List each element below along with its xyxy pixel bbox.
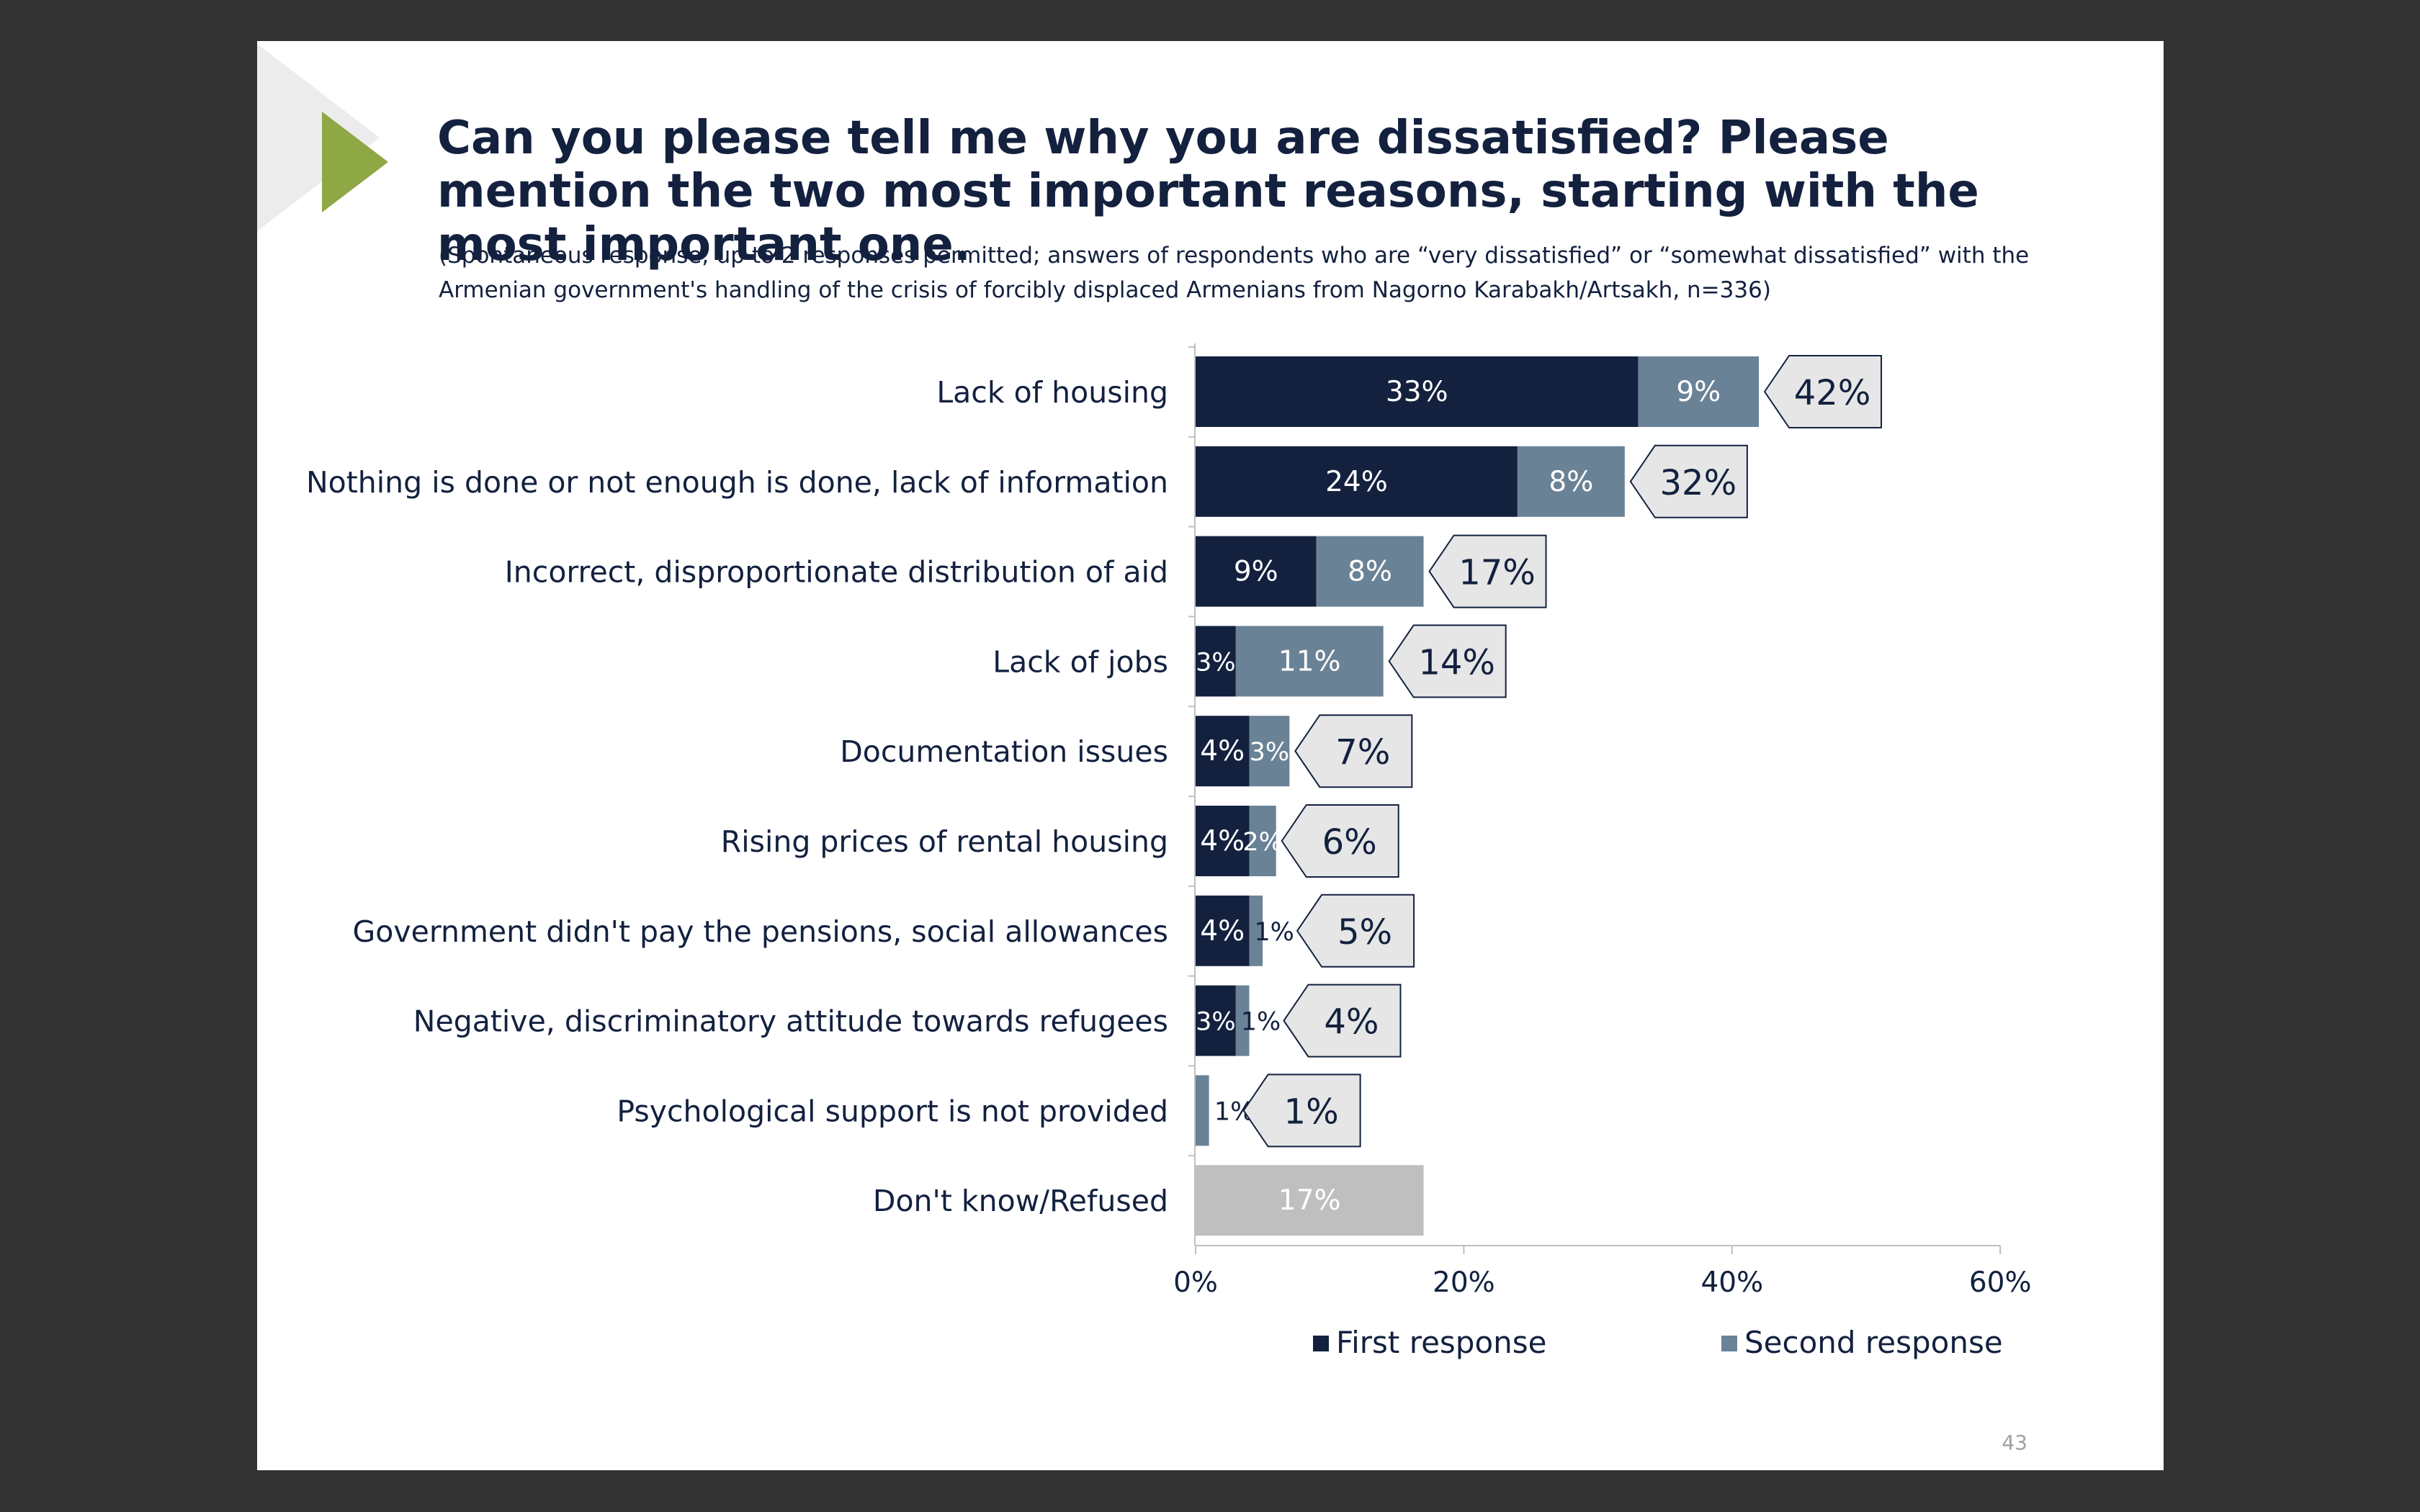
category-label: Rising prices of rental housing: [721, 824, 1168, 859]
x-tick-label: 60%: [1969, 1266, 2032, 1299]
bar-first-response: [1196, 536, 1317, 607]
bar-second-response: [1235, 626, 1384, 697]
bar-label-first-response: 4%: [1200, 915, 1245, 948]
total-callout: [1629, 444, 1748, 518]
bar-label-second-response: 8%: [1348, 556, 1392, 588]
bar-label-first-response: 4%: [1200, 825, 1245, 858]
slide-subtitle: (Spontaneous response; up to 2 responses…: [439, 243, 2030, 303]
total-label: 5%: [1337, 912, 1392, 953]
total-callout: [1294, 714, 1413, 788]
total-label: 32%: [1659, 463, 1736, 503]
bar-label-first-response: 3%: [1196, 1008, 1236, 1037]
total-callout: [1242, 1074, 1361, 1148]
bar-dont-know: [1196, 1165, 1424, 1236]
bar-label-first-response: 4%: [1200, 735, 1245, 768]
bar-label-second-response: 9%: [1676, 376, 1721, 408]
total-callout: [1763, 355, 1883, 428]
bar-second-response: [1196, 1075, 1209, 1146]
total-callout: [1388, 624, 1507, 698]
x-tick-label: 0%: [1173, 1266, 1218, 1299]
bar-second-response: [1249, 806, 1276, 876]
bar-label-first-response: 33%: [1386, 376, 1448, 408]
bar-first-response: [1196, 985, 1236, 1056]
category-label: Lack of jobs: [992, 644, 1168, 679]
x-tick-label: 40%: [1700, 1266, 1763, 1299]
bar-label-second-response: 1%: [1241, 1008, 1281, 1037]
total-callout: [1296, 894, 1415, 968]
slide-title: Can you please tell me why you are dissa…: [437, 112, 1979, 271]
legend-swatch: [1721, 1336, 1737, 1351]
category-label: Incorrect, disproportionate distribution…: [505, 555, 1168, 590]
bar-second-response: [1249, 895, 1263, 966]
total-label: 42%: [1794, 373, 1871, 413]
bar-label-second-response: 11%: [1278, 645, 1341, 678]
legend-swatch: [1313, 1336, 1329, 1351]
total-label: 14%: [1418, 642, 1495, 683]
bar-label-first-response: 9%: [1234, 556, 1278, 588]
bar-label-second-response: 8%: [1549, 466, 1593, 498]
bar-label-second-response: 2%: [1242, 828, 1283, 857]
bar-second-response: [1249, 716, 1290, 787]
category-label: Nothing is done or not enough is done, l…: [306, 465, 1168, 500]
page-number: 43: [2002, 1431, 2027, 1454]
bar-first-response: [1196, 626, 1236, 697]
x-tick-label: 20%: [1433, 1266, 1495, 1299]
slide: Can you please tell me why you are dissa…: [257, 41, 2164, 1470]
bar-first-response: [1196, 356, 1639, 427]
bar-first-response: [1196, 895, 1250, 966]
total-callout: [1428, 534, 1547, 608]
chart: Lack of housing 33% 9% 42% Nothing is done o…: [306, 343, 2032, 1360]
bar-first-response: [1196, 446, 1518, 517]
bar-label-second-response: 1%: [1254, 918, 1294, 947]
total-label: 1%: [1284, 1092, 1339, 1132]
bar-second-response: [1638, 356, 1760, 427]
bar-label-second-response: 3%: [1250, 738, 1290, 767]
total-callout: [1281, 804, 1399, 878]
bar-second-response: [1517, 446, 1625, 517]
bar-label-first-response: 3%: [1196, 648, 1236, 677]
total-callout: [1283, 984, 1402, 1058]
total-label: 4%: [1324, 1002, 1379, 1043]
category-label: Lack of housing: [936, 375, 1168, 410]
bar-second-response: [1316, 536, 1424, 607]
bar-label-dont-know: 17%: [1278, 1184, 1341, 1217]
category-label: Documentation issues: [840, 734, 1168, 769]
category-label: Government didn't pay the pensions, soci…: [353, 914, 1168, 949]
legend-label: First response: [1336, 1325, 1547, 1360]
category-label: Negative, discriminatory attitude toward…: [413, 1004, 1168, 1039]
bar-first-response: [1196, 716, 1250, 787]
total-label: 6%: [1322, 822, 1377, 863]
total-label: 7%: [1335, 732, 1390, 773]
total-label: 17%: [1458, 553, 1536, 593]
category-label: Don't know/Refused: [873, 1184, 1168, 1218]
category-label: Psychological support is not provided: [617, 1094, 1168, 1128]
accent-triangle-icon: [322, 112, 388, 212]
bar-label-first-response: 24%: [1325, 466, 1388, 498]
bar-first-response: [1196, 806, 1250, 876]
bar-second-response: [1235, 985, 1250, 1056]
legend-label: Second response: [1744, 1325, 2003, 1360]
